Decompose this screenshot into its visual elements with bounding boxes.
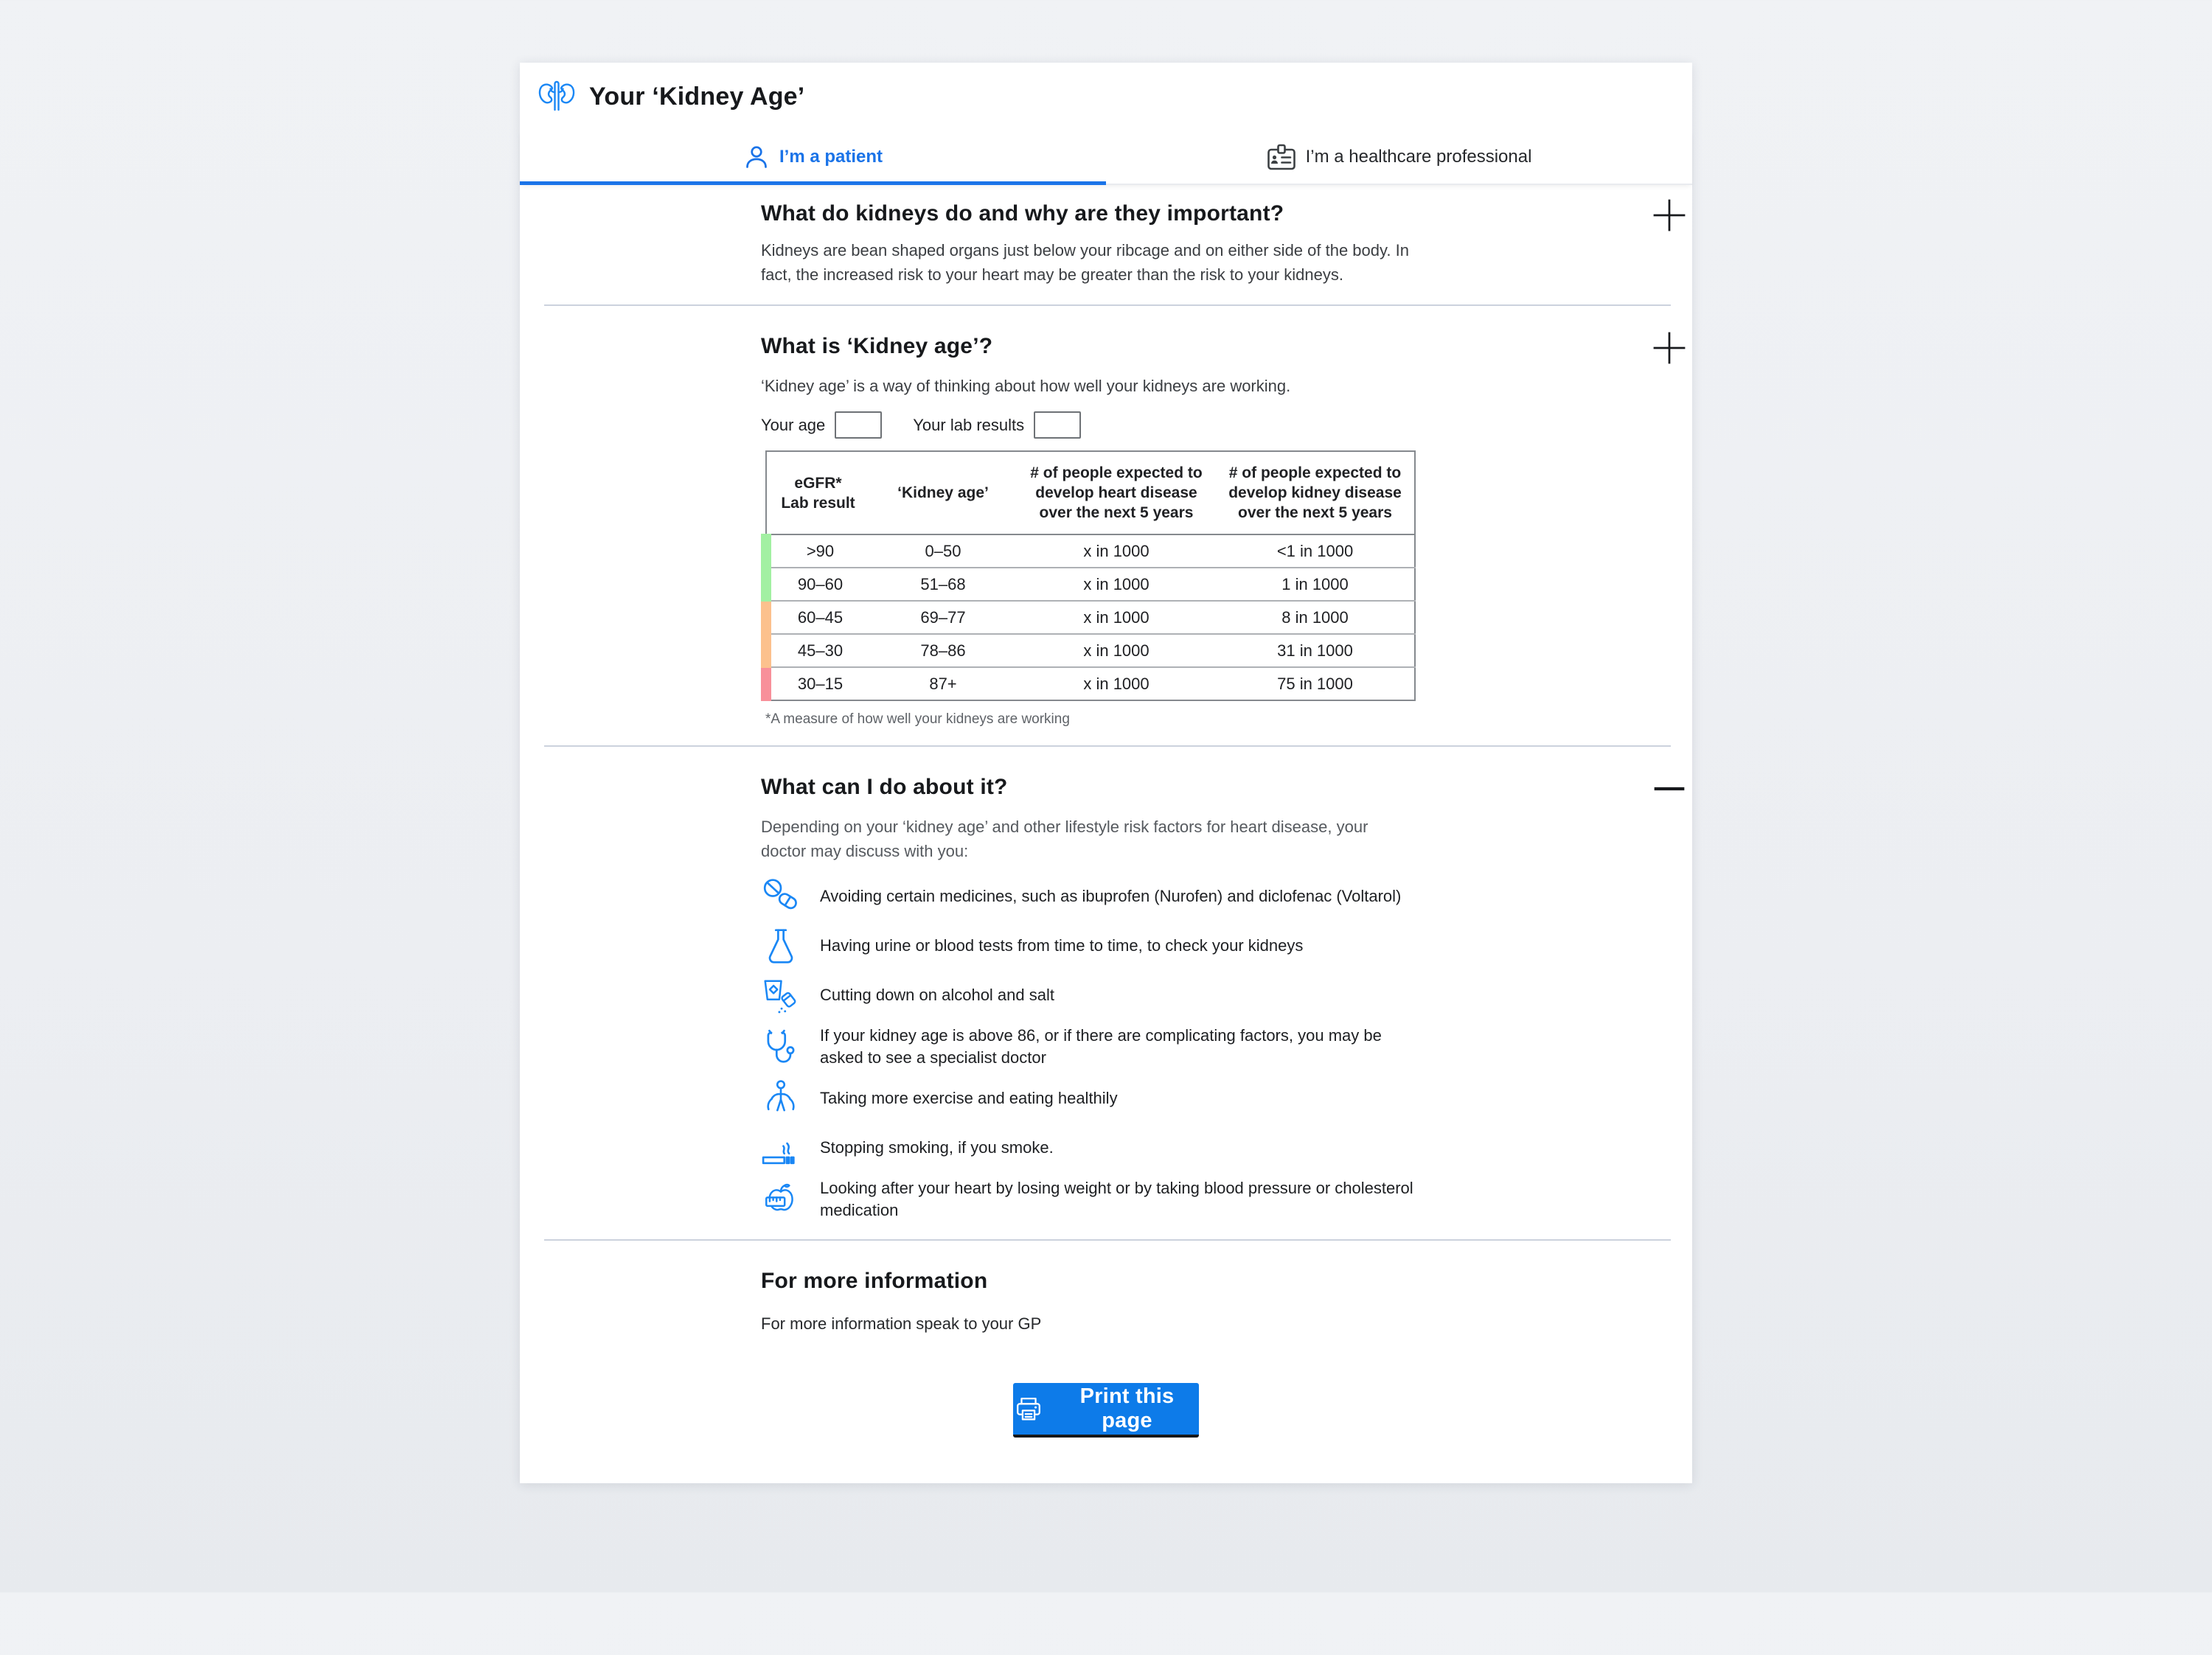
table-row: 90–60 51–68 x in 1000 1 in 1000 — [761, 568, 1415, 602]
tab-label: I’m a patient — [779, 147, 883, 167]
table-row: >90 0–50 x in 1000 <1 in 1000 — [761, 534, 1415, 568]
section-divider — [544, 1239, 1671, 1241]
list-item-text: Stopping smoking, if you smoke. — [820, 1138, 1054, 1157]
active-tab-indicator — [520, 181, 1106, 185]
section-divider — [544, 304, 1671, 306]
list-item: Taking more exercise and eating healthil… — [761, 1079, 1574, 1118]
section-divider — [544, 745, 1671, 747]
kidneys-icon — [536, 76, 577, 117]
minus-icon[interactable] — [1652, 770, 1688, 807]
id-badge-icon — [1267, 143, 1296, 171]
tab-im-a-healthcare-professional[interactable]: I’m a healthcare professional — [1106, 130, 1692, 184]
exercise-icon — [761, 1079, 801, 1118]
print-this-page-button[interactable]: Print this page — [1013, 1383, 1199, 1438]
lab-results-label: Your lab results — [913, 415, 1025, 434]
advice-list: Avoiding certain medicines, such as ibup… — [761, 877, 1574, 1222]
section-title: What is ‘Kidney age’? — [761, 334, 993, 358]
calculator-inputs: Your age Your lab results — [761, 411, 1574, 439]
section-for-more-information: For more information For more informatio… — [520, 1269, 1692, 1336]
printer-icon — [1013, 1393, 1044, 1424]
section-body: For more information speak to your GP — [761, 1314, 1042, 1333]
col-egfr: eGFR* Lab result — [766, 451, 869, 535]
list-item-text: Taking more exercise and eating healthil… — [820, 1089, 1118, 1107]
your-age-label: Your age — [761, 415, 826, 434]
section-body: Kidneys are bean shaped organs just belo… — [761, 241, 1409, 284]
list-item: Cutting down on alcohol and salt — [761, 975, 1574, 1015]
list-item: Avoiding certain medicines, such as ibup… — [761, 877, 1574, 916]
table-row: 45–30 78–86 x in 1000 31 in 1000 — [761, 634, 1415, 668]
flask-icon — [761, 926, 801, 966]
table-row: 30–15 87+ x in 1000 75 in 1000 — [761, 667, 1415, 700]
list-item: Looking after your heart by losing weigh… — [761, 1177, 1574, 1222]
kidney-age-card: Your ‘Kidney Age’ I’m a patient — [520, 63, 1692, 1483]
plus-icon[interactable] — [1652, 197, 1688, 234]
list-item-text: If your kidney age is above 86, or if th… — [820, 1026, 1382, 1067]
list-item-text: Having urine or blood tests from time to… — [820, 936, 1304, 955]
pills-icon — [761, 877, 801, 916]
table-row: 60–45 69–77 x in 1000 8 in 1000 — [761, 601, 1415, 635]
your-age-input[interactable] — [835, 411, 883, 439]
lab-results-input[interactable] — [1034, 411, 1082, 439]
tab-label: I’m a healthcare professional — [1305, 147, 1532, 167]
list-item-text: Cutting down on alcohol and salt — [820, 986, 1054, 1004]
list-item: Stopping smoking, if you smoke. — [761, 1128, 1574, 1168]
list-item: Having urine or blood tests from time to… — [761, 926, 1574, 966]
plus-icon[interactable] — [1652, 330, 1688, 366]
section-title: What can I do about it? — [761, 775, 1008, 799]
smoking-icon — [761, 1128, 801, 1168]
list-item-text: Avoiding certain medicines, such as ibup… — [820, 887, 1402, 905]
section-what-is-kidney-age: What is ‘Kidney age’? ‘Kidney age’ is a … — [520, 332, 1692, 728]
egfr-table: eGFR* Lab result ‘Kidney age’ # of peopl… — [761, 450, 1416, 701]
section-what-can-i-do: What can I do about it? Depending on you… — [520, 775, 1692, 1222]
person-icon — [743, 144, 770, 170]
section-title: For more information — [761, 1269, 988, 1293]
page-title: Your ‘Kidney Age’ — [589, 82, 805, 111]
print-button-label: Print this page — [1079, 1384, 1175, 1432]
table-header-row: eGFR* Lab result ‘Kidney age’ # of peopl… — [766, 451, 1415, 535]
section-title: What do kidneys do and why are they impo… — [761, 201, 1284, 226]
section-what-kidneys-do: What do kidneys do and why are they impo… — [520, 199, 1692, 287]
content: What do kidneys do and why are they impo… — [520, 199, 1692, 1438]
list-item: If your kidney age is above 86, or if th… — [761, 1025, 1574, 1069]
stethoscope-icon — [761, 1027, 801, 1067]
col-kidney-disease: # of people expected to develop kidney d… — [1216, 451, 1415, 535]
app-header: Your ‘Kidney Age’ — [520, 63, 1692, 130]
list-item-text: Looking after your heart by losing weigh… — [820, 1179, 1413, 1219]
section-body: Depending on your ‘kidney age’ and other… — [761, 818, 1368, 860]
section-body: ‘Kidney age’ is a way of thinking about … — [761, 377, 1291, 395]
diet-icon — [761, 1180, 801, 1219]
table-footnote: *A measure of how well your kidneys are … — [765, 711, 1070, 727]
tab-im-a-patient[interactable]: I’m a patient — [520, 130, 1106, 184]
tab-bar: I’m a patient I’m a healthcare professio… — [520, 130, 1692, 185]
alcohol-salt-icon — [761, 975, 801, 1015]
col-heart-disease: # of people expected to develop heart di… — [1017, 451, 1216, 535]
col-kidney-age: ‘Kidney age’ — [869, 451, 1017, 535]
